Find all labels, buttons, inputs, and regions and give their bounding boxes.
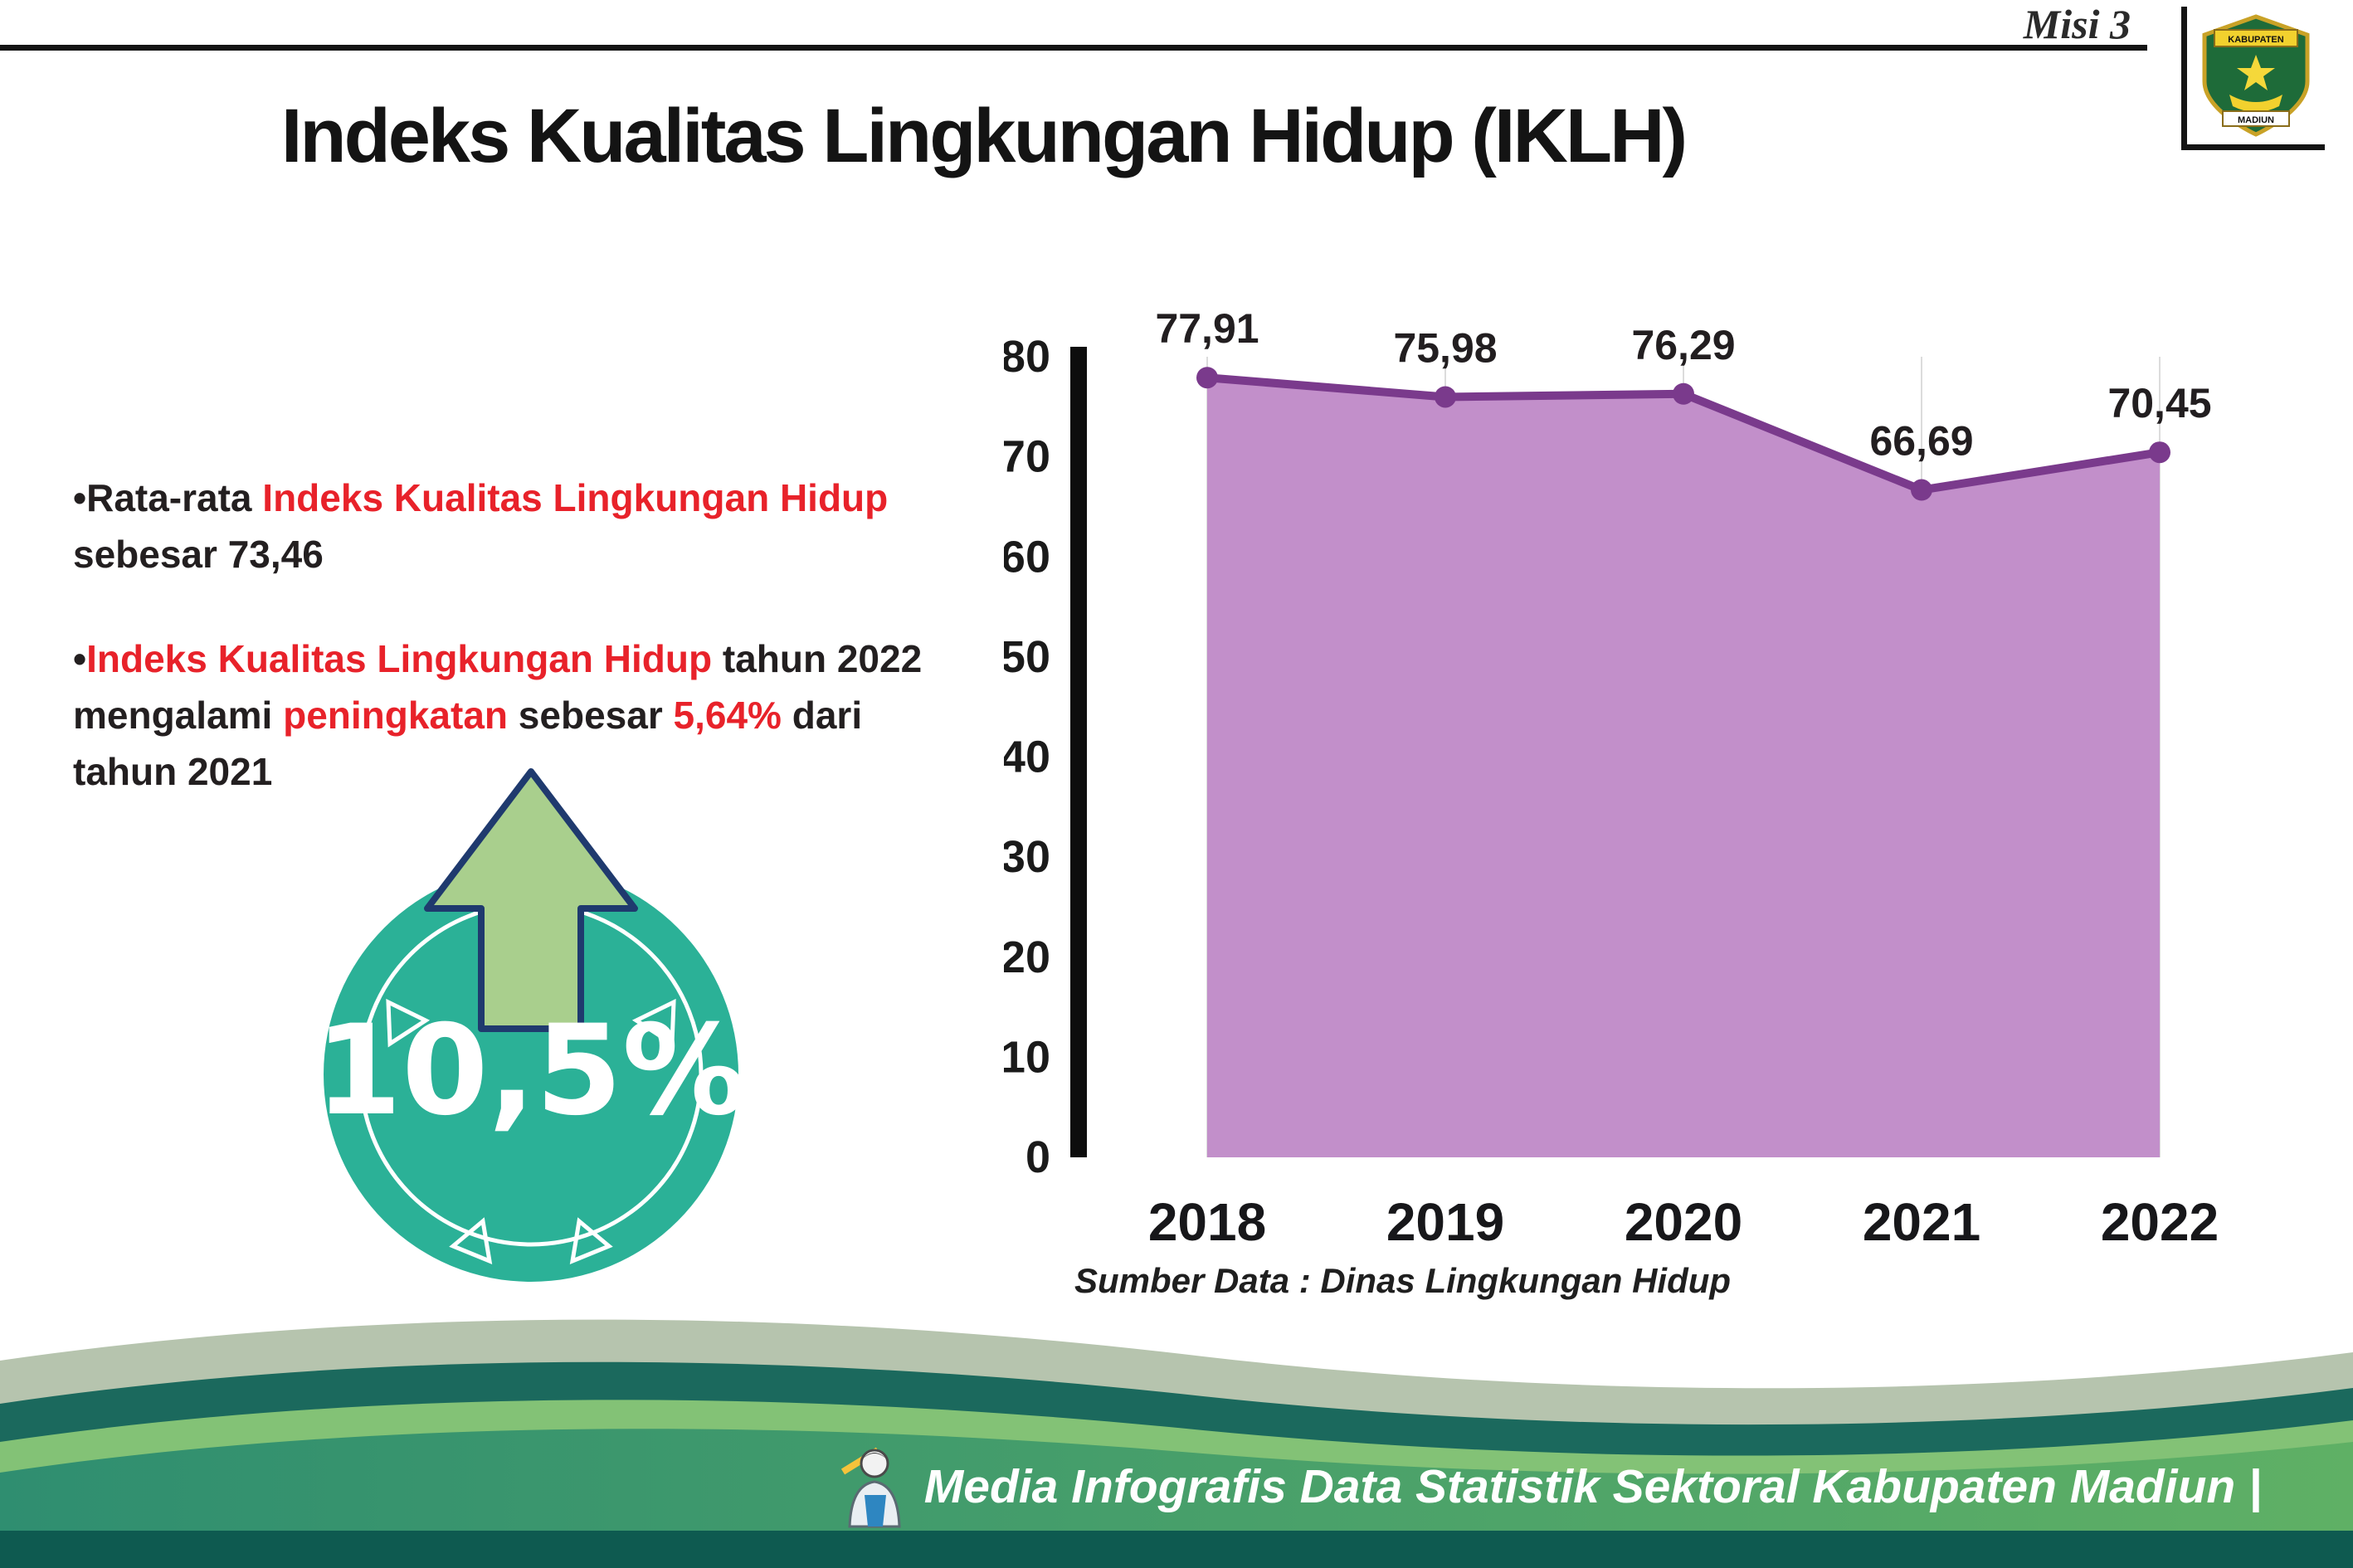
data-point <box>2149 441 2170 464</box>
x-tick-label: 2019 <box>1386 1192 1504 1252</box>
y-axis-line <box>1070 347 1087 1157</box>
y-tick-label: 50 <box>1004 632 1050 682</box>
mascot-icon <box>840 1447 901 1528</box>
data-point <box>1196 367 1218 389</box>
data-label: 76,29 <box>1631 322 1735 368</box>
badge-value: 10,5% <box>315 999 747 1143</box>
data-label: 66,69 <box>1869 418 1973 465</box>
bullet-segment: •Rata-rata <box>73 476 263 519</box>
badge-circle <box>324 867 738 1282</box>
y-tick-label: 0 <box>1025 1132 1050 1182</box>
y-tick-label: 80 <box>1004 332 1050 382</box>
data-point <box>1435 386 1456 408</box>
x-tick-label: 2018 <box>1148 1192 1266 1252</box>
data-label: 77,91 <box>1155 305 1259 352</box>
crest-banner-text: KABUPATEN <box>2228 35 2283 45</box>
data-label: 75,98 <box>1393 324 1497 371</box>
bullet-segment: 5,64% <box>673 694 782 738</box>
iklh-chart-svg: 77,91 2018 75,98 2019 76,29 2020 66,69 2021 70,4… <box>1001 305 2219 1252</box>
x-tick-label: 2022 <box>2101 1192 2219 1252</box>
ring-triangle-icon <box>449 1217 493 1265</box>
y-tick-label: 40 <box>1004 733 1050 782</box>
note-peningkatan: •Indeks Kualitas Lingkungan Hidup tahun … <box>73 631 928 800</box>
bullet-segment: sebesar 73,46 <box>73 533 324 577</box>
crest-icon: KABUPATEN MADIUN <box>2202 14 2310 137</box>
x-tick-label: 2021 <box>1863 1192 1980 1252</box>
footer: Media Infografis Data Statistik Sektoral… <box>833 1444 2262 1530</box>
area-fill <box>1207 377 2160 1157</box>
note-rata-rata: •Rata-rata Indeks Kualitas Lingkungan Hi… <box>73 470 928 582</box>
increase-badge: 10,5% <box>315 768 747 1282</box>
top-divider-line <box>0 45 2147 51</box>
bullet-segment: Indeks Kualitas Lingkungan Hidup <box>86 637 713 681</box>
data-point <box>1673 382 1694 405</box>
y-tick-label: 30 <box>1004 832 1050 882</box>
y-tick-label: 20 <box>1004 933 1050 982</box>
y-tick-label: 10 <box>1004 1032 1050 1082</box>
bullet-segment: tahun 2022 mengalami <box>73 637 923 738</box>
ring-triangle-icon <box>631 998 676 1048</box>
page-title: Indeks Kualitas Lingkungan Hidup (IKLH) <box>280 94 1688 178</box>
x-tick-label: 2020 <box>1625 1192 1742 1252</box>
crest-bottom-text: MADIUN <box>2238 115 2274 125</box>
ring-triangle-icon <box>386 998 431 1048</box>
data-label: 70,45 <box>2107 380 2211 426</box>
kabupaten-madiun-logo: KABUPATEN MADIUN <box>2181 7 2325 150</box>
wave-bottom-strip <box>0 1531 2353 1568</box>
footer-credit: Media Infografis Data Statistik Sektoral… <box>923 1460 2262 1513</box>
data-point <box>1911 479 1932 501</box>
y-tick-label: 60 <box>1004 532 1050 582</box>
bullet-segment: Indeks Kualitas Lingkungan Hidup <box>262 476 889 519</box>
bullet-segment: • <box>73 637 87 681</box>
up-arrow-icon <box>424 768 638 1032</box>
bullet-segment: sebesar <box>508 694 674 738</box>
bottom-wave-decoration <box>0 1319 2353 1568</box>
chart-source-note: Sumber Data : Dinas Lingkungan Hidup <box>1074 1261 1732 1300</box>
bullet-segment: dari tahun 2021 <box>73 694 863 794</box>
misi-label: Misi 3 <box>2023 1 2131 47</box>
y-tick-label: 70 <box>1004 432 1050 482</box>
iklh-chart: 77,91 2018 75,98 2019 76,29 2020 66,69 2021 70,4… <box>1001 290 2331 1361</box>
notes-list: •Rata-rata Indeks Kualitas Lingkungan Hi… <box>73 470 928 848</box>
bullet-segment: peningkatan <box>283 694 509 738</box>
ring-triangle-icon <box>569 1217 613 1265</box>
